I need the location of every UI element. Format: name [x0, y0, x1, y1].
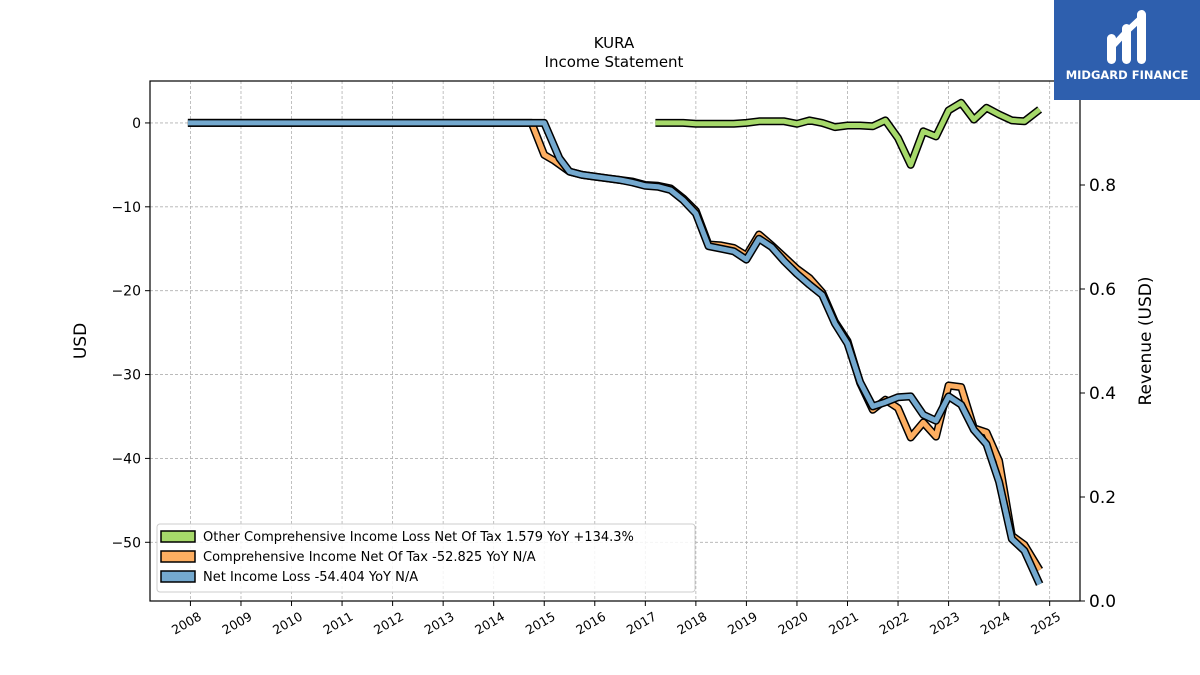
x-tick-label-2023: 2023: [927, 609, 962, 638]
legend-swatch-1: [160, 550, 196, 563]
x-tick-label-2008: 2008: [169, 609, 204, 638]
x-tick-label-2019: 2019: [725, 609, 760, 638]
series-outline-2: [187, 118, 1044, 586]
x-tick-label-2012: 2012: [371, 609, 406, 638]
left-tick-label-0: 0: [132, 116, 141, 132]
x-tick-label-2015: 2015: [523, 609, 558, 638]
legend-label-2: Net Income Loss -54.404 YoY N/A: [203, 570, 418, 585]
right-tick-label-2: 0.4: [1089, 384, 1116, 404]
brand-logo-mark-icon: [1107, 10, 1146, 64]
y-axis-label: USD: [71, 323, 91, 359]
series-line-1: [187, 120, 1042, 572]
x-axis-ticks: 2008 2009 2010 2011 2012 2013 2014 2015 2016 2017…: [169, 601, 1063, 638]
brand-logo: MIDGARD FINANCE: [1054, 0, 1200, 100]
left-tick-label-3: −30: [111, 368, 141, 384]
brand-name: MIDGARD FINANCE: [1065, 68, 1189, 82]
x-tick-label-2025: 2025: [1028, 609, 1063, 638]
left-tick-label-4: −40: [111, 451, 141, 467]
left-tick-label-1: −10: [111, 200, 141, 216]
x-tick-label-2021: 2021: [826, 609, 861, 638]
series-lines: [187, 98, 1044, 586]
right-axis-ticks: 0.0 0.2 0.4 0.6 0.8: [1080, 176, 1116, 612]
right-tick-label-1: 0.2: [1089, 488, 1116, 508]
x-tick-label-2017: 2017: [624, 609, 659, 638]
series-outline-1: [187, 118, 1044, 573]
legend-label-1: Comprehensive Income Net Of Tax -52.825 …: [203, 550, 536, 565]
left-tick-label-2: −20: [111, 284, 141, 300]
right-tick-label-3: 0.6: [1089, 280, 1116, 300]
grid: [150, 81, 1080, 601]
right-tick-label-4: 0.8: [1089, 176, 1116, 196]
legend-label-0: Other Comprehensive Income Loss Net Of T…: [203, 530, 634, 545]
right-axis-label: Revenue (USD): [1136, 276, 1156, 405]
plot-frame: [149, 80, 1081, 602]
right-tick-label-0: 0.0: [1089, 592, 1116, 612]
legend-swatch-0: [160, 530, 196, 543]
chart-subtitle: Income Statement: [545, 53, 684, 71]
x-tick-label-2020: 2020: [775, 609, 810, 638]
x-tick-label-2022: 2022: [876, 609, 911, 638]
x-tick-label-2013: 2013: [422, 609, 457, 638]
series-line-0: [655, 100, 1042, 168]
chart-title: KURA: [594, 34, 635, 52]
legend: Other Comprehensive Income Loss Net Of T…: [156, 523, 696, 593]
x-tick-label-2024: 2024: [978, 609, 1013, 638]
x-tick-label-2011: 2011: [321, 609, 356, 638]
legend-swatch-2: [160, 570, 196, 583]
x-tick-label-2009: 2009: [219, 609, 254, 638]
left-tick-label-5: −50: [111, 535, 141, 551]
x-tick-label-2018: 2018: [674, 609, 709, 638]
x-tick-label-2016: 2016: [573, 609, 608, 638]
x-tick-label-2010: 2010: [270, 609, 305, 638]
left-axis-ticks: 0 −10 −20 −30 −40 −50: [111, 116, 150, 551]
x-tick-label-2014: 2014: [472, 609, 507, 638]
series-line-2: [187, 120, 1042, 586]
legend-box: [156, 523, 696, 593]
